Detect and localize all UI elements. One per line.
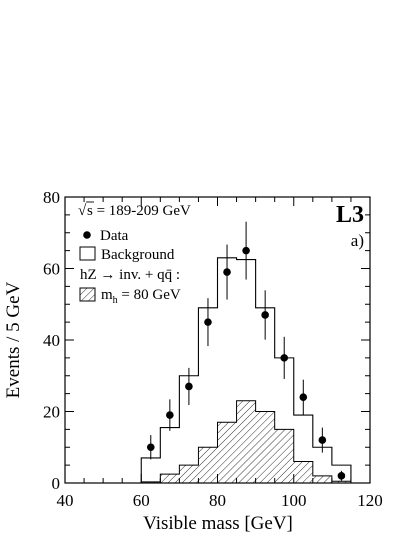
experiment-label: L3 (336, 202, 364, 228)
legend: √ s = 189-209 GeV Data Background hZ → i… (78, 201, 191, 306)
signal-bin (179, 465, 199, 483)
y-tick-label: 80 (43, 188, 60, 207)
signal-bin (293, 461, 313, 483)
axes: 40 60 80 100 120 0 20 40 60 80 (43, 188, 383, 510)
data-point (337, 472, 346, 480)
signal-bin (217, 422, 237, 483)
data-point (166, 411, 174, 419)
data-point (318, 436, 327, 444)
data-point (242, 246, 250, 255)
signal-bin (312, 475, 332, 483)
data-point (261, 311, 269, 319)
legend-signal-swatch (79, 287, 96, 302)
signal-bin (331, 481, 351, 483)
data-point (299, 393, 308, 402)
legend-energy: √ s = 189-209 GeV (78, 201, 191, 219)
data-point (204, 318, 212, 326)
legend-signal-mass-rest: = 80 GeV (118, 287, 181, 303)
y-axis-label: Events / 5 GeV (3, 281, 24, 398)
legend-data-marker (83, 231, 91, 239)
data-point (223, 268, 231, 276)
legend-signal-mass: m (101, 287, 113, 303)
legend-energy-text: s = 189-209 GeV (87, 203, 191, 219)
y-tick-label: 60 (43, 260, 60, 279)
legend-background-swatch (79, 246, 96, 261)
signal-outline (140, 400, 352, 483)
legend-data-label: Data (100, 228, 129, 244)
y-tick-label: 40 (43, 331, 60, 350)
signal-bin (274, 429, 294, 483)
plot-area (140, 221, 352, 483)
signal-bin (236, 400, 256, 483)
legend-signal-process: hZ → inv. + qq̄ : (80, 267, 180, 283)
x-tick-label: 120 (357, 491, 383, 510)
data-point (185, 382, 193, 391)
signal-bin (198, 447, 218, 483)
x-tick-label: 40 (57, 491, 74, 510)
panel-label: a) (351, 231, 364, 250)
x-axis-label: Visible mass [GeV] (143, 513, 293, 534)
x-tick-label: 60 (133, 491, 150, 510)
x-tick-label: 80 (209, 491, 226, 510)
signal-bin (255, 411, 275, 483)
legend-energy-root: √ (78, 203, 87, 219)
legend-signal-mass-label: mh = 80 GeV (101, 287, 181, 306)
data-point (146, 443, 155, 452)
y-tick-label: 0 (52, 474, 61, 493)
legend-background-label: Background (101, 247, 175, 263)
signal-bin (160, 474, 180, 483)
x-tick-label: 100 (281, 491, 307, 510)
legend-signal-mass-sub: h (113, 295, 118, 306)
y-tick-label: 20 (43, 403, 60, 422)
data-point (280, 354, 289, 362)
